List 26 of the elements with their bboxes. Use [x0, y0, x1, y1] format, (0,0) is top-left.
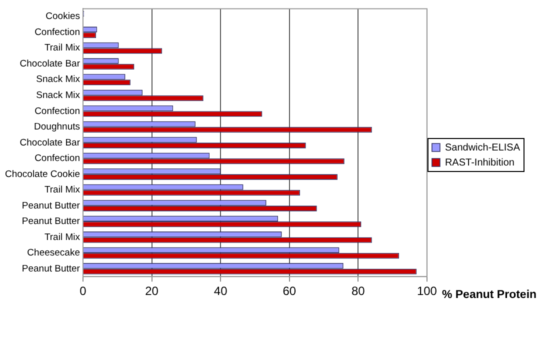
y-tick-label: Chocolate Bar	[20, 137, 80, 148]
y-tick-label: Trail Mix	[44, 184, 80, 196]
y-tick-label: Confection	[34, 153, 80, 164]
y-tick-label: Peanut Butter	[22, 263, 80, 274]
x-tick-label: 100	[416, 284, 438, 298]
y-tick-label: Trail Mix	[44, 42, 80, 54]
y-tick-label: Confection	[34, 26, 80, 38]
y-tick-label: Cheesecake	[27, 248, 80, 259]
y-tick-label: Peanut Butter	[22, 200, 80, 212]
x-tick-label: 40	[214, 284, 228, 298]
y-tick-label: Snack Mix	[36, 74, 80, 86]
x-tick-label: 60	[282, 284, 296, 298]
y-tick-label: Snack Mix	[36, 90, 80, 101]
x-tick-label: 0	[80, 284, 87, 298]
x-tick-label: 20	[145, 284, 159, 298]
y-tick-label: Peanut Butter	[22, 216, 80, 228]
x-tick-label: 80	[351, 284, 366, 298]
y-tick-label: Doughnuts	[34, 122, 80, 133]
y-tick-label: Chocolate Bar	[20, 58, 80, 70]
y-tick-label: Cookies	[46, 11, 80, 22]
y-tick-label: Trail Mix	[44, 232, 80, 243]
legend-label: Sandwich-ELISA	[444, 142, 520, 154]
legend-label: RAST-Inhibition	[444, 157, 514, 168]
x-axis-title: % Peanut Protein	[442, 288, 537, 301]
y-tick-label: Confection	[34, 106, 80, 117]
y-tick-label: Chocolate Cookie	[4, 168, 80, 180]
